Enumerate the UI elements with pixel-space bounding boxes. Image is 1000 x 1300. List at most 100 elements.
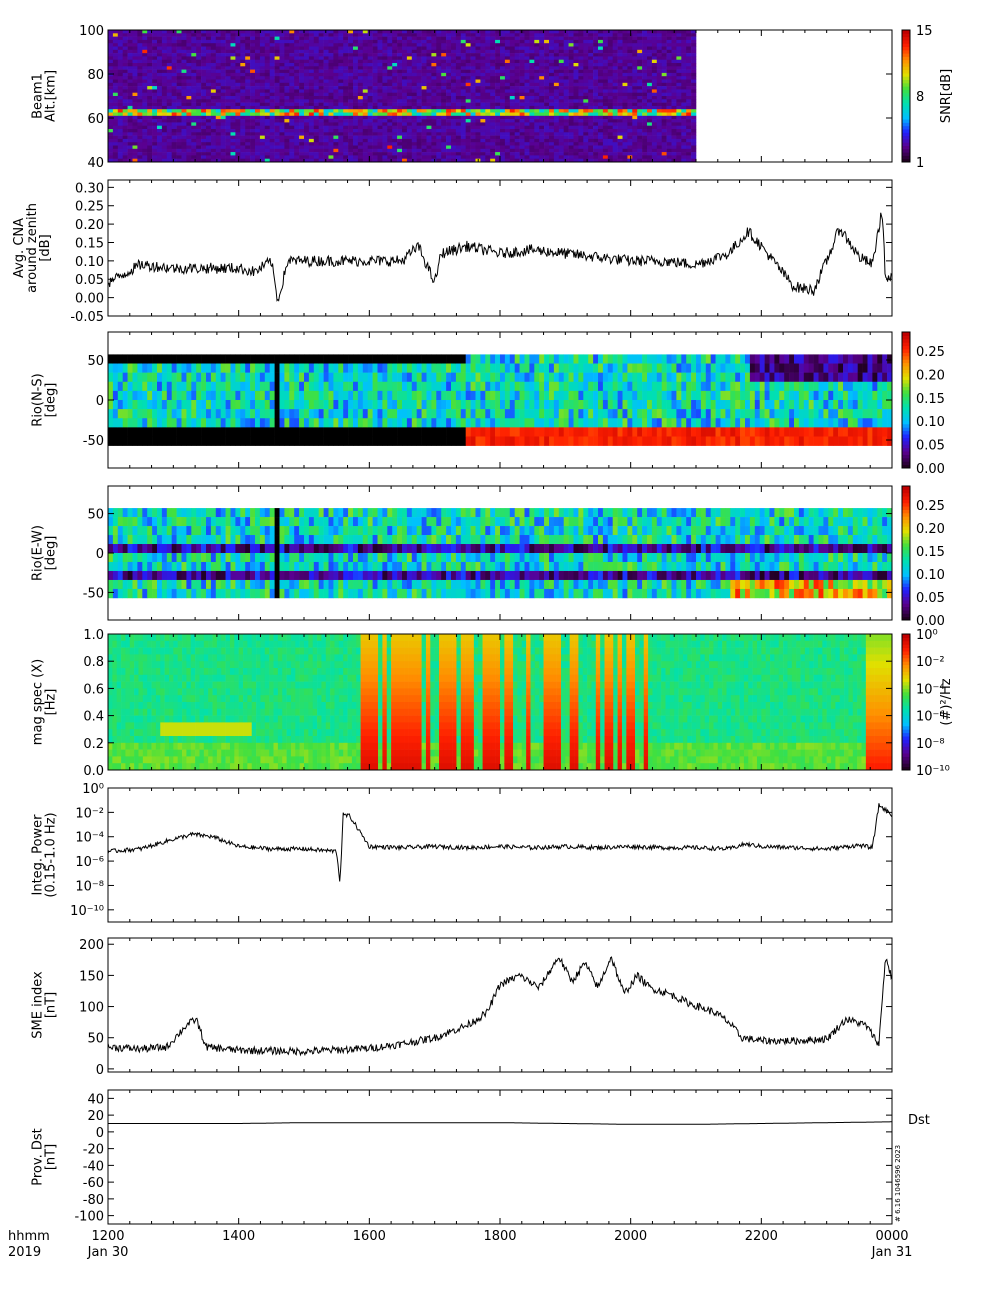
beam1-cell <box>524 69 530 74</box>
beam1-cell <box>313 72 319 77</box>
beam1-cell <box>333 135 339 140</box>
beam1-cell <box>255 148 261 153</box>
beam1-cell <box>112 36 119 41</box>
beam1-cell <box>451 39 457 44</box>
beam1-cell <box>206 82 212 87</box>
beam1-cell <box>397 119 403 123</box>
beam1-cell <box>406 89 413 93</box>
beam1-cell <box>671 72 677 77</box>
beam1-cell <box>294 112 300 117</box>
beam1-cell <box>201 135 207 140</box>
beam1-cell <box>122 86 128 90</box>
beam1-cell <box>588 82 594 87</box>
beam1-cell <box>132 89 138 93</box>
beam1-cell <box>152 142 158 146</box>
beam1-cell <box>490 39 496 44</box>
beam1-cell <box>500 69 506 74</box>
beam1-cell <box>681 96 687 100</box>
beam1-cell <box>500 122 506 126</box>
beam1-cell <box>431 99 437 103</box>
beam1-cell <box>622 142 628 146</box>
beam1-cell <box>671 155 677 159</box>
beam1-cell <box>514 79 520 84</box>
beam1-cell <box>201 86 207 90</box>
beam1-cell <box>661 72 667 77</box>
beam1-cell <box>157 43 163 47</box>
beam1-cell <box>470 92 476 97</box>
beam1-cell <box>495 115 501 120</box>
beam1-cell <box>220 53 226 57</box>
beam1-cell <box>181 96 187 100</box>
beam1-cell <box>299 59 305 64</box>
beam1-cell <box>372 33 378 37</box>
beam1-cell <box>666 155 672 159</box>
beam1-cell <box>402 155 408 159</box>
beam1-cell <box>191 119 197 123</box>
beam1-cell <box>436 102 442 107</box>
beam1-cell <box>485 86 491 90</box>
beam1-cell <box>206 92 212 97</box>
beam1-cell <box>308 66 315 70</box>
beam1-cell <box>568 138 574 143</box>
beam1-cell <box>137 102 143 107</box>
beam1-cell <box>348 82 354 87</box>
beam1-cell <box>348 132 354 136</box>
beam1-cell <box>637 69 643 74</box>
beam1-cell <box>451 86 457 90</box>
beam1-cell <box>225 135 231 140</box>
beam1-cell <box>681 72 687 77</box>
beam1-cell <box>201 89 207 93</box>
beam1-cell <box>558 82 564 87</box>
beam1-cell <box>397 148 403 153</box>
beam1-cell <box>259 109 266 113</box>
beam1-cell <box>485 66 491 70</box>
beam1-cell <box>161 138 168 143</box>
beam1-cell <box>500 76 506 80</box>
beam1-cell <box>201 96 207 100</box>
beam1-cell <box>671 49 677 54</box>
beam1-cell <box>475 105 481 110</box>
beam1-cell <box>264 56 270 60</box>
beam1-cell <box>406 109 413 113</box>
beam1-cell <box>338 39 344 44</box>
beam1-cell <box>686 43 692 47</box>
beam1-cell <box>544 142 550 146</box>
beam1-cell <box>426 152 432 156</box>
beam1-cell <box>357 105 364 110</box>
beam1-cell <box>583 92 589 97</box>
beam1-cell <box>338 155 344 159</box>
beam1-cell <box>402 152 408 156</box>
beam1-cell <box>651 109 658 113</box>
beam1-cell <box>573 125 579 130</box>
beam1-cell <box>622 129 628 133</box>
beam1-cell <box>455 119 462 123</box>
beam1-cell <box>240 155 246 159</box>
beam1-cell <box>612 152 618 156</box>
beam1-cell <box>387 69 393 74</box>
beam1-cell <box>686 109 692 113</box>
beam1-cell <box>436 69 442 74</box>
beam1-cell <box>122 122 128 126</box>
beam1-cell <box>333 30 339 34</box>
beam1-cell <box>426 86 432 90</box>
beam1-cell <box>294 122 300 126</box>
beam1-colorbar-cell <box>902 122 910 127</box>
beam1-cell <box>299 36 305 41</box>
beam1-cell <box>451 145 457 150</box>
beam1-cell <box>480 59 486 64</box>
beam1-cell <box>387 46 393 51</box>
beam1-cell <box>357 72 364 77</box>
beam1-cell <box>274 96 280 100</box>
beam1-cell <box>475 39 481 44</box>
beam1-cell <box>573 79 579 84</box>
beam1-cell <box>534 155 540 159</box>
beam1-cell <box>411 119 417 123</box>
beam1-cell <box>519 79 525 84</box>
beam1-cell <box>617 135 623 140</box>
beam1-cell <box>509 76 515 80</box>
beam1-cell <box>622 89 628 93</box>
beam1-cell <box>225 99 231 103</box>
beam1-cell <box>161 72 168 77</box>
beam1-cell <box>240 76 246 80</box>
beam1-cell <box>617 148 623 153</box>
